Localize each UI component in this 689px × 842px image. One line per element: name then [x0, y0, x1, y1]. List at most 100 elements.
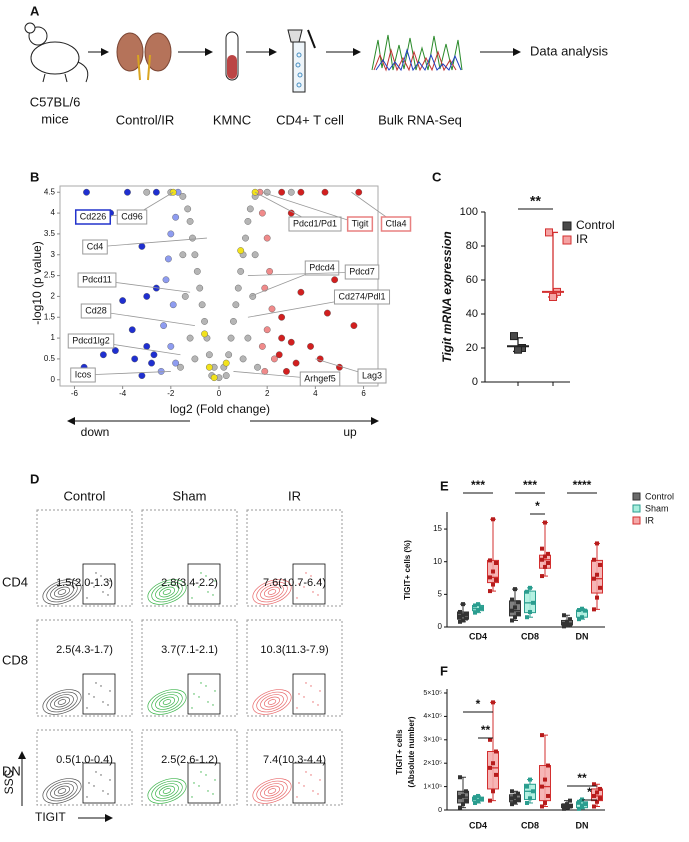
event-dot: [191, 707, 193, 709]
point: [494, 561, 498, 566]
point: [198, 301, 206, 309]
point: [494, 749, 498, 754]
point: [528, 796, 532, 801]
event-dot: [102, 701, 104, 703]
y-tick-label: 1: [51, 333, 56, 342]
contour: [252, 579, 292, 605]
annotation-label: Tigit: [352, 218, 369, 228]
annotation-leader: [262, 191, 361, 225]
event-dot: [93, 586, 95, 588]
annotation-box: [346, 216, 374, 232]
panel-letter: F: [440, 663, 448, 678]
event-dot: [107, 594, 109, 596]
event-dot: [200, 682, 202, 684]
event-dot: [109, 580, 111, 582]
point: [458, 805, 462, 810]
event-dot: [100, 575, 102, 577]
significance-label: **: [577, 771, 587, 785]
event-dot: [191, 796, 193, 798]
point: [577, 608, 581, 613]
point: [583, 802, 587, 807]
contour: [256, 780, 288, 802]
event-dot: [214, 779, 216, 781]
annotation-box: [333, 289, 391, 305]
point: [488, 558, 492, 563]
cell-value: 3.7(7.1-2.1): [161, 644, 218, 656]
x-tick-label: -4: [119, 389, 127, 398]
x-axis-label: log2 (Fold change): [170, 402, 270, 416]
annotation-box: [380, 216, 412, 232]
contour: [252, 778, 292, 804]
contour: [155, 584, 179, 600]
point: [494, 772, 498, 777]
point: [598, 562, 602, 567]
x-tick-label: CD4: [469, 631, 487, 641]
annotation-leader: [82, 371, 171, 376]
point: [491, 700, 495, 705]
point: [513, 605, 517, 610]
step-label: KMNC: [213, 112, 251, 127]
point: [528, 585, 532, 590]
event-dot: [88, 693, 90, 695]
cell-value: 7.4(10.3-4.4): [263, 754, 326, 766]
point: [565, 619, 569, 624]
event-dot: [312, 591, 314, 593]
point: [150, 351, 158, 359]
point: [476, 798, 480, 803]
point: [525, 615, 529, 620]
contour: [155, 694, 179, 710]
contour: [151, 691, 183, 713]
point: [583, 608, 587, 613]
event-dot: [102, 790, 104, 792]
point: [562, 624, 566, 629]
y-tick-label: 1×10⁵: [423, 783, 442, 790]
point: [565, 802, 569, 807]
event-dot: [198, 785, 200, 787]
y-tick-label: 3: [51, 250, 56, 259]
point: [186, 218, 194, 225]
y-tick-label: 2: [51, 292, 56, 301]
point: [543, 520, 547, 525]
point: [546, 561, 550, 566]
point: [592, 793, 596, 798]
event-dot: [86, 707, 88, 709]
point: [138, 372, 146, 379]
event-dot: [93, 696, 95, 698]
point: [580, 804, 584, 809]
point: [172, 213, 180, 221]
point: [525, 800, 529, 805]
point: [458, 609, 462, 614]
point: [191, 251, 199, 259]
gate: [292, 673, 326, 715]
point: [562, 613, 566, 618]
point: [205, 363, 213, 371]
point: [543, 554, 547, 559]
cell-value: 2.5(4.3-1.7): [56, 644, 113, 656]
point: [143, 188, 151, 196]
annotation-box: [357, 368, 387, 384]
point: [510, 597, 514, 602]
point: [592, 557, 596, 562]
contour: [46, 780, 78, 802]
contour: [147, 689, 187, 715]
event-dot: [198, 586, 200, 588]
contour: [42, 579, 82, 605]
point: [592, 804, 596, 809]
contour: [267, 699, 277, 705]
contour: [263, 586, 281, 598]
contour: [158, 785, 176, 797]
contour: [267, 589, 277, 595]
point: [119, 297, 127, 304]
point: [562, 803, 566, 808]
y-axis-label: (Absolute number): [407, 716, 416, 787]
event-dot: [205, 575, 207, 577]
legend-label: Control: [576, 218, 615, 232]
panel-letter: A: [30, 3, 40, 18]
x-tick-label: -2: [167, 389, 175, 398]
legend-label: IR: [576, 232, 588, 246]
y-tick-label: 100: [460, 206, 478, 218]
y-tick-label: 4×10⁵: [423, 713, 442, 720]
row-label: CD4: [2, 574, 28, 589]
cell-value: 1.5(2.0-1.3): [56, 577, 113, 589]
point: [205, 351, 213, 359]
